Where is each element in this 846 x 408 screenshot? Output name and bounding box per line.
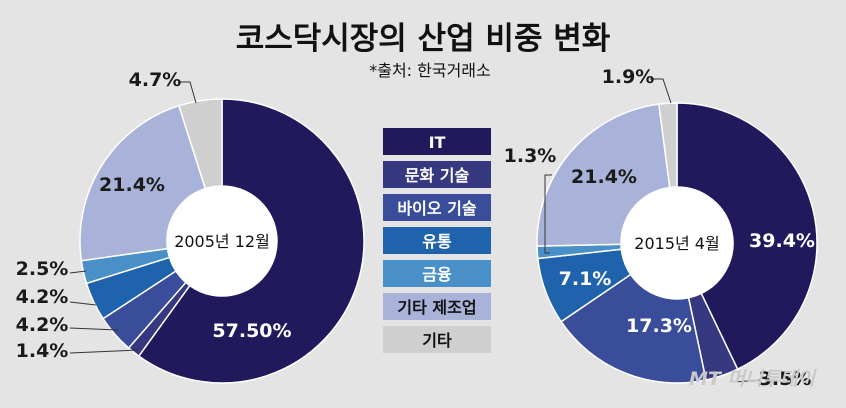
legend-swatch [383,194,491,221]
data-label: 4.7% [129,69,182,91]
watermark-text: MT 머니투데이 [689,368,817,390]
data-label: 4.2% [16,314,69,336]
donut-hole [621,187,733,299]
data-label: 21.4% [571,166,637,188]
legend-swatch [383,128,491,155]
legend-swatch [383,161,491,188]
leader-line [69,349,139,354]
data-label: 4.2% [16,286,69,308]
data-label: 2.5% [16,258,69,280]
data-label: 39.4% [749,230,815,252]
legend-swatch [383,227,491,254]
donut-chart-2005: 2005년 12월 57.50% 1.4% 4.2% 4.2% 2.5% 21.4% 4.7% [16,69,365,384]
legend-item: 금융 [422,265,452,284]
data-label: 1.3% [504,145,557,167]
leader-line [69,270,87,274]
leader-line [69,327,119,331]
source-note: *출처: 한국거래소 [369,61,491,80]
data-label: 7.1% [559,268,612,290]
leader-line [650,78,672,104]
legend-item: IT [429,133,446,152]
center-label: 2005년 12월 [174,232,270,251]
data-label: 17.3% [626,315,692,337]
legend-item: 기타 제조업 [397,298,476,317]
legend-item: 문화 기술 [405,166,470,185]
legend-swatch [383,293,491,320]
legend-swatch [383,326,491,353]
data-label: 21.4% [99,174,165,196]
data-label: 1.9% [602,66,655,88]
leader-line [69,301,97,306]
donut-chart-2015: 2015년 4월 39.4% 3.5% 17.3% 7.1% 1.3% 21.4% 1.9% [504,66,818,390]
legend-item: 기타 [422,331,452,350]
data-label: 1.4% [16,340,69,362]
chart-title: 코스닥시장의 산업 비중 변화 [236,21,611,57]
data-label: 57.50% [212,320,291,342]
legend-swatch [383,260,491,287]
leader-line [178,81,197,104]
center-label: 2015년 4월 [634,234,719,253]
leader-line [733,379,761,383]
data-label: 3.5% [759,368,812,390]
leader-line [544,174,552,254]
legend-item: 바이오 기술 [397,199,476,218]
legend-item: 유통 [422,232,452,251]
donut-hole [167,186,277,296]
